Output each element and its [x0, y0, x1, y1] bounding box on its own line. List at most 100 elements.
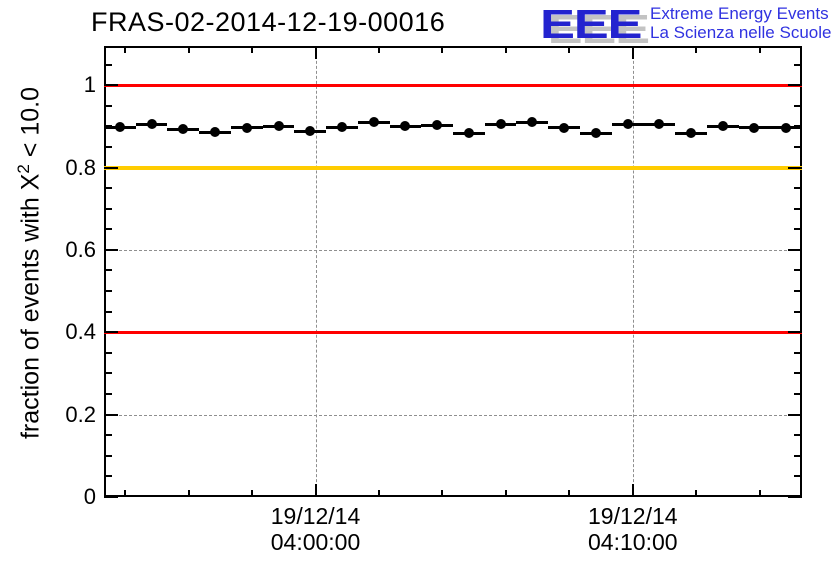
- y-tick-label: 1: [83, 72, 96, 98]
- y-tick-label: 0.8: [65, 154, 96, 180]
- plot-title: FRAS-02-2014-12-19-00016: [91, 7, 446, 37]
- eee-logo-line2: La Scienza nelle Scuole: [650, 23, 832, 42]
- x-axis-tick-mirror: [568, 46, 571, 53]
- y-axis-tick: [104, 372, 112, 375]
- data-point: [590, 128, 601, 139]
- y-tick-label: 0.6: [65, 236, 96, 262]
- y-axis-tick: [104, 228, 112, 231]
- y-axis-tick-mirror: [794, 63, 802, 66]
- data-point: [717, 121, 728, 132]
- y-axis-tick-mirror: [794, 125, 802, 128]
- reference-line: [104, 83, 802, 87]
- x-axis-tick: [758, 490, 761, 497]
- x-axis-tick: [631, 484, 634, 497]
- data-point: [305, 126, 316, 137]
- y-axis-tick-mirror: [788, 84, 802, 87]
- h-gridline: [104, 414, 802, 416]
- y-axis-tick: [104, 166, 118, 169]
- h-gridline: [104, 249, 802, 251]
- y-axis-tick: [104, 475, 112, 478]
- x-axis-tick: [441, 490, 444, 497]
- y-axis-tick-mirror: [788, 166, 802, 169]
- x-axis-tick-mirror: [251, 46, 254, 53]
- y-axis-tick-mirror: [794, 454, 802, 457]
- data-point: [781, 122, 792, 133]
- y-axis-tick-mirror: [788, 331, 802, 334]
- x-axis-tick-mirror: [631, 46, 634, 59]
- data-point: [336, 122, 347, 133]
- data-point: [463, 128, 474, 139]
- y-axis-tick-mirror: [794, 351, 802, 354]
- x-axis-tick: [124, 490, 127, 497]
- x-axis-tick-mirror: [314, 46, 317, 59]
- y-axis-tick: [104, 331, 118, 334]
- y-axis-tick: [104, 290, 112, 293]
- y-axis-tick: [104, 496, 118, 498]
- y-axis-tick: [104, 393, 112, 396]
- data-point: [654, 119, 665, 130]
- data-point: [114, 122, 125, 133]
- x-tick-label-date: 19/12/14: [588, 503, 678, 529]
- x-axis-tick-mirror: [377, 46, 380, 53]
- x-axis-tick: [568, 490, 571, 497]
- x-axis-tick-mirror: [124, 46, 127, 53]
- y-axis-tick-mirror: [794, 434, 802, 437]
- x-tick-label-time: 04:10:00: [588, 529, 678, 555]
- x-axis-tick-mirror: [695, 46, 698, 53]
- data-point: [400, 121, 411, 132]
- y-axis-tick: [104, 104, 112, 107]
- x-axis-tick: [314, 484, 317, 497]
- y-axis-tick-mirror: [788, 496, 802, 498]
- y-axis-tick-mirror: [794, 310, 802, 313]
- x-tick-label: 19/12/14 04:00:00: [226, 503, 406, 555]
- y-axis-tick: [104, 187, 112, 190]
- y-axis-tick: [104, 84, 118, 87]
- data-point: [178, 124, 189, 135]
- y-axis-tick-mirror: [794, 393, 802, 396]
- data-point: [241, 122, 252, 133]
- x-axis-tick: [695, 490, 698, 497]
- y-axis-tick-mirror: [788, 413, 802, 416]
- data-point: [749, 122, 760, 133]
- eee-logo-acronym: EEE: [540, 1, 642, 47]
- y-axis-tick: [104, 434, 112, 437]
- v-gridline: [632, 46, 634, 497]
- x-axis-tick: [187, 490, 190, 497]
- y-axis-tick-mirror: [794, 475, 802, 478]
- y-axis-tick: [104, 351, 112, 354]
- reference-line: [104, 330, 802, 334]
- x-axis-tick: [377, 490, 380, 497]
- x-axis-tick: [504, 490, 507, 497]
- data-point: [273, 121, 284, 132]
- data-point: [622, 119, 633, 130]
- y-tick-label: 0.2: [65, 401, 96, 427]
- data-point: [368, 117, 379, 128]
- y-axis-tick-mirror: [794, 207, 802, 210]
- y-axis-tick-mirror: [794, 228, 802, 231]
- x-axis-tick-mirror: [758, 46, 761, 53]
- reference-line: [104, 165, 802, 170]
- y-tick-label: 0.4: [65, 319, 96, 345]
- y-axis-tick: [104, 145, 112, 148]
- x-axis-tick-mirror: [504, 46, 507, 53]
- x-axis-tick-mirror: [187, 46, 190, 53]
- x-tick-label-date: 19/12/14: [270, 503, 361, 529]
- y-axis-tick-mirror: [794, 187, 802, 190]
- v-gridline: [315, 46, 317, 497]
- data-point: [685, 128, 696, 139]
- x-tick-label-time: 04:00:00: [270, 529, 361, 555]
- data-point: [559, 122, 570, 133]
- y-axis-tick: [104, 413, 118, 416]
- y-axis-tick: [104, 248, 118, 251]
- y-axis-tick: [104, 269, 112, 272]
- y-axis-tick: [104, 207, 112, 210]
- y-axis-tick: [104, 454, 112, 457]
- eee-logo-line1: Extreme Energy Events: [650, 4, 829, 23]
- x-axis-tick: [251, 490, 254, 497]
- x-tick-label: 19/12/14 04:10:00: [543, 503, 723, 555]
- y-axis-tick-mirror: [794, 145, 802, 148]
- y-axis-tick: [104, 63, 112, 66]
- data-point: [432, 120, 443, 131]
- data-point: [527, 117, 538, 128]
